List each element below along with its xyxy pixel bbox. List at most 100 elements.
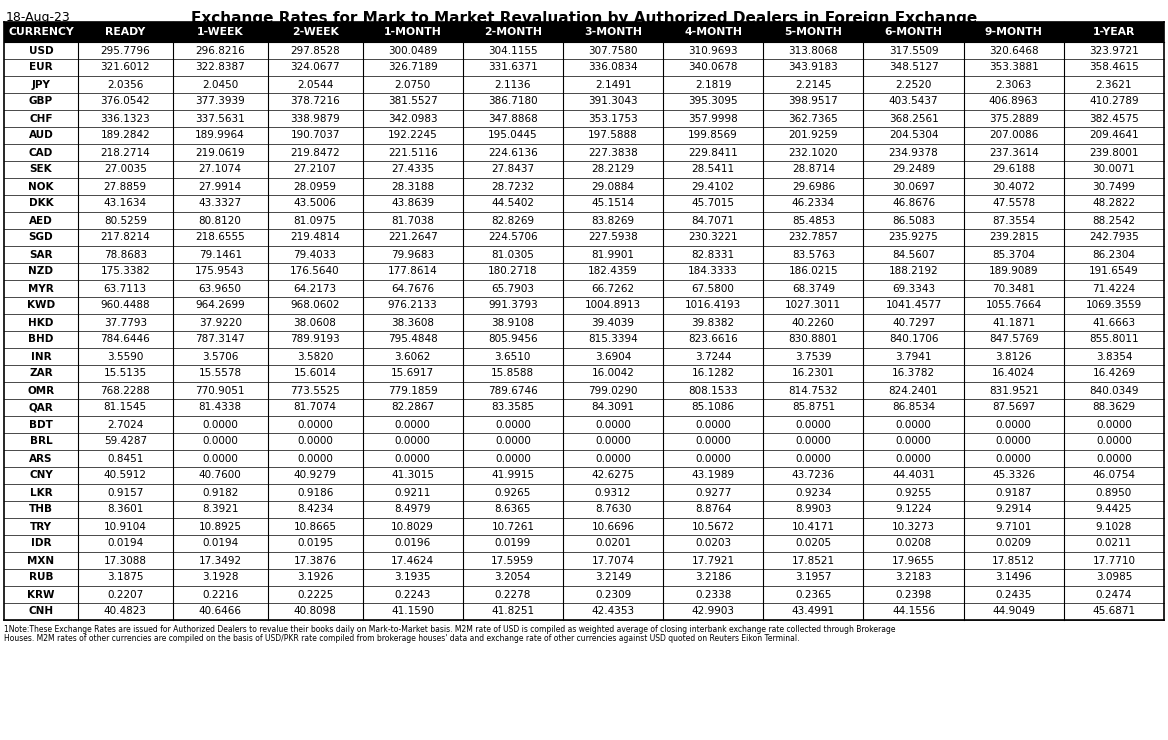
Text: 28.5411: 28.5411 (691, 164, 735, 175)
Text: 0.0000: 0.0000 (595, 437, 631, 446)
Bar (4, 535, 1164, 552)
Text: READY: READY (105, 27, 145, 37)
Text: 0.0000: 0.0000 (996, 437, 1031, 446)
Text: 8.4234: 8.4234 (297, 505, 333, 514)
Text: 2.2520: 2.2520 (896, 79, 932, 90)
Bar (4, 586, 1164, 603)
Text: 81.7038: 81.7038 (391, 215, 434, 226)
Text: 4-MONTH: 4-MONTH (684, 27, 742, 37)
Text: 195.0445: 195.0445 (488, 130, 537, 141)
Text: 348.5127: 348.5127 (889, 62, 938, 73)
Text: 29.0884: 29.0884 (591, 181, 634, 192)
Text: USD: USD (28, 45, 54, 56)
Text: 45.1514: 45.1514 (591, 198, 634, 209)
Text: 317.5509: 317.5509 (889, 45, 938, 56)
Text: 37.9220: 37.9220 (199, 317, 242, 328)
Text: 10.8665: 10.8665 (293, 522, 336, 531)
Text: KWD: KWD (27, 300, 55, 311)
Text: 342.0983: 342.0983 (388, 113, 438, 124)
Text: 29.2489: 29.2489 (892, 164, 936, 175)
Text: NZD: NZD (28, 266, 54, 277)
Text: 41.1590: 41.1590 (391, 607, 434, 616)
Text: 17.4624: 17.4624 (391, 556, 434, 565)
Text: 65.7903: 65.7903 (492, 283, 534, 294)
Text: 0.0194: 0.0194 (202, 539, 238, 548)
Text: SGD: SGD (28, 232, 54, 243)
Text: 10.4171: 10.4171 (792, 522, 835, 531)
Bar (4, 382, 1164, 399)
Text: 1041.4577: 1041.4577 (885, 300, 941, 311)
Text: EUR: EUR (29, 62, 53, 73)
Text: 224.6136: 224.6136 (488, 147, 537, 158)
Text: 8.7630: 8.7630 (595, 505, 631, 514)
Text: 10.3273: 10.3273 (892, 522, 936, 531)
Text: BHD: BHD (28, 334, 54, 345)
Text: 232.1020: 232.1020 (788, 147, 839, 158)
Text: 0.2474: 0.2474 (1096, 590, 1132, 599)
Text: 82.2867: 82.2867 (391, 403, 434, 412)
Text: ARS: ARS (29, 454, 53, 463)
Text: 17.3492: 17.3492 (199, 556, 242, 565)
Text: 224.5706: 224.5706 (488, 232, 537, 243)
Text: 814.7532: 814.7532 (788, 386, 839, 395)
Text: 184.3333: 184.3333 (688, 266, 738, 277)
Text: 0.0000: 0.0000 (395, 454, 431, 463)
Text: 41.1871: 41.1871 (992, 317, 1035, 328)
Text: 70.3481: 70.3481 (993, 283, 1035, 294)
Text: 0.0000: 0.0000 (795, 454, 832, 463)
Bar (4, 212, 1164, 229)
Text: 10.9104: 10.9104 (104, 522, 147, 531)
Bar (4, 569, 1164, 586)
Text: 3.7244: 3.7244 (695, 352, 731, 362)
Text: 3.7941: 3.7941 (896, 352, 932, 362)
Text: 17.8521: 17.8521 (792, 556, 835, 565)
Text: 235.9275: 235.9275 (889, 232, 938, 243)
Text: 27.0035: 27.0035 (104, 164, 147, 175)
Text: 3.5820: 3.5820 (297, 352, 333, 362)
Text: 16.4269: 16.4269 (1092, 369, 1135, 378)
Text: JPY: JPY (32, 79, 50, 90)
Text: 66.7262: 66.7262 (591, 283, 634, 294)
Text: 197.5888: 197.5888 (589, 130, 638, 141)
Text: 8.3921: 8.3921 (202, 505, 238, 514)
Text: 2.2145: 2.2145 (795, 79, 832, 90)
Text: 10.6696: 10.6696 (591, 522, 634, 531)
Text: 17.7710: 17.7710 (1092, 556, 1135, 565)
Text: IDR: IDR (30, 539, 51, 548)
Text: 773.5525: 773.5525 (290, 386, 340, 395)
Text: 362.7365: 362.7365 (788, 113, 839, 124)
Text: 71.4224: 71.4224 (1092, 283, 1135, 294)
Text: 3.1926: 3.1926 (297, 573, 333, 582)
Text: 44.9049: 44.9049 (993, 607, 1035, 616)
Bar (4, 59, 1164, 76)
Bar (4, 280, 1164, 297)
Text: 84.5607: 84.5607 (892, 249, 936, 260)
Text: 0.9182: 0.9182 (202, 488, 238, 497)
Text: 353.1753: 353.1753 (589, 113, 638, 124)
Text: 0.2435: 0.2435 (995, 590, 1031, 599)
Text: 80.8120: 80.8120 (199, 215, 242, 226)
Text: 3.6062: 3.6062 (395, 352, 431, 362)
Text: 47.5578: 47.5578 (992, 198, 1035, 209)
Text: 88.3629: 88.3629 (1092, 403, 1135, 412)
Text: DKK: DKK (28, 198, 54, 209)
Text: 3.6904: 3.6904 (595, 352, 631, 362)
Text: 40.6466: 40.6466 (199, 607, 242, 616)
Text: 45.6871: 45.6871 (1092, 607, 1135, 616)
Text: 15.8588: 15.8588 (492, 369, 535, 378)
Text: 27.4335: 27.4335 (391, 164, 434, 175)
Text: 8.6365: 8.6365 (494, 505, 531, 514)
Text: MXN: MXN (27, 556, 55, 565)
Text: 976.2133: 976.2133 (388, 300, 438, 311)
Text: 40.4823: 40.4823 (104, 607, 147, 616)
Text: 0.9157: 0.9157 (107, 488, 144, 497)
Text: 84.7071: 84.7071 (691, 215, 735, 226)
Text: AUD: AUD (28, 130, 54, 141)
Text: 81.7074: 81.7074 (293, 403, 336, 412)
Text: OMR: OMR (27, 386, 55, 395)
Text: 38.0608: 38.0608 (293, 317, 336, 328)
Text: TRY: TRY (30, 522, 51, 531)
Bar (4, 518, 1164, 535)
Text: 0.2365: 0.2365 (795, 590, 832, 599)
Text: 0.0000: 0.0000 (896, 437, 932, 446)
